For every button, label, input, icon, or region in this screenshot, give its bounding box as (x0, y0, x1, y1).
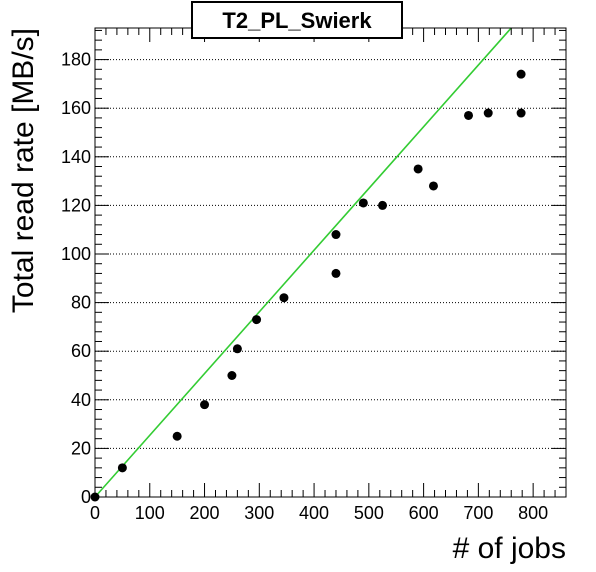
data-point (172, 431, 182, 441)
data-point (464, 110, 474, 120)
data-point (252, 315, 262, 325)
y-axis: 0 20 40 60 80 100 120 140 160 180 (61, 29, 566, 507)
data-point (331, 230, 341, 240)
y-tick-label: 120 (61, 195, 91, 215)
data-point (232, 344, 242, 354)
y-axis-title: Total read rate [MB/s] (7, 28, 40, 313)
x-tick-label: 700 (463, 503, 493, 523)
x-tick-label: 500 (354, 503, 384, 523)
x-tick-label: 100 (135, 503, 165, 523)
data-point (117, 463, 127, 473)
y-tick-label: 100 (61, 244, 91, 264)
data-point (358, 198, 368, 208)
data-point (413, 164, 423, 174)
y-tick-label: 80 (71, 293, 91, 313)
data-point (378, 200, 388, 210)
data-point (331, 268, 341, 278)
y-tick-label: 40 (71, 390, 91, 410)
y-tick-label: 20 (71, 438, 91, 458)
x-axis: 0 100 200 300 400 500 600 700 800 (90, 28, 567, 523)
data-points (90, 69, 526, 502)
x-tick-label: 200 (190, 503, 220, 523)
data-point (428, 181, 438, 191)
y-tick-label: 140 (61, 147, 91, 167)
fit-line (94, 27, 512, 498)
title-box (191, 1, 403, 39)
x-tick-label: 400 (299, 503, 329, 523)
x-tick-label: 800 (518, 503, 548, 523)
data-point (483, 108, 493, 118)
y-tick-label: 60 (71, 341, 91, 361)
x-tick-label: 300 (244, 503, 274, 523)
fit-line-group (94, 27, 512, 498)
x-tick-label: 600 (409, 503, 439, 523)
data-point (227, 370, 237, 380)
data-point (200, 400, 210, 410)
data-point (516, 108, 526, 118)
chart-title: T2_PL_Swierk (222, 8, 372, 33)
data-point (516, 69, 526, 79)
x-axis-title: # of jobs (453, 532, 566, 565)
y-tick-label: 0 (81, 487, 91, 507)
x-tick-label: 0 (90, 503, 100, 523)
y-tick-label: 180 (61, 50, 91, 70)
y-tick-label: 160 (61, 98, 91, 118)
data-point (279, 293, 289, 303)
grid-lines (95, 59, 566, 449)
